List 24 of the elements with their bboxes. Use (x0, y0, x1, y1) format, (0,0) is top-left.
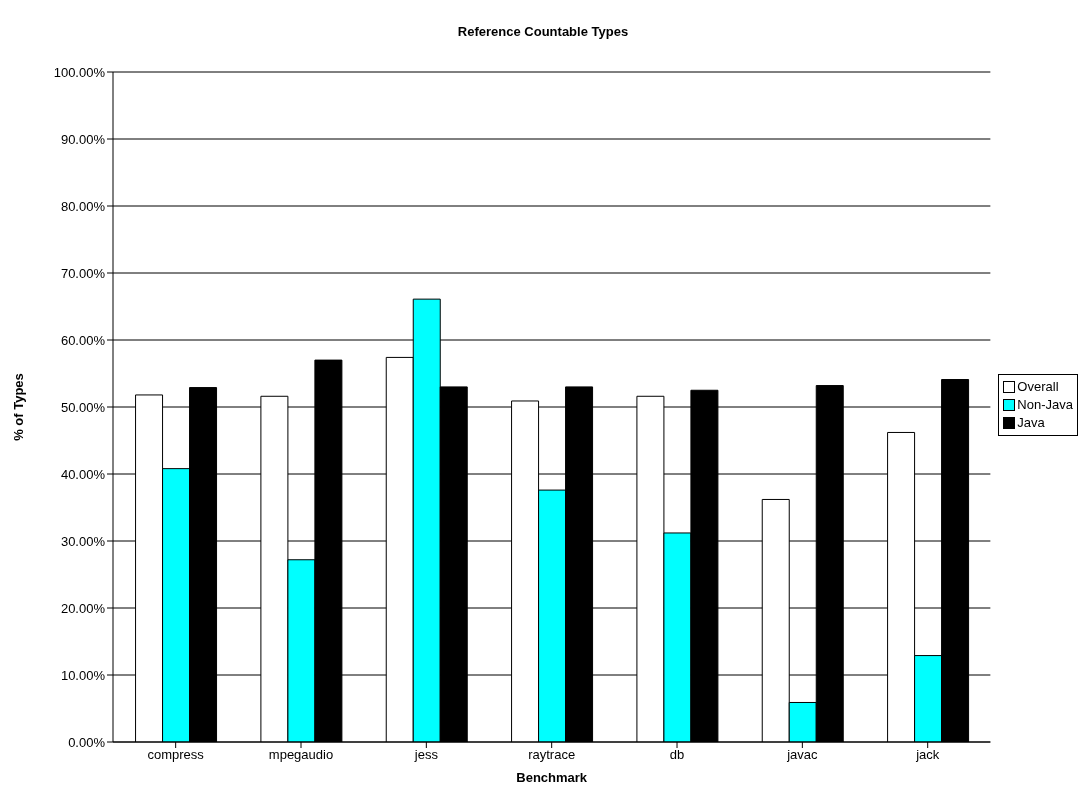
y-tick-label: 60.00% (60, 332, 106, 348)
x-tick-label: mpegaudio (268, 747, 334, 763)
y-tick-label: 70.00% (60, 265, 106, 281)
y-tick-label: 80.00% (60, 198, 106, 214)
x-tick-label: raytrace (528, 747, 576, 763)
y-tick-label: 0.00% (68, 734, 106, 750)
y-tick-label: 50.00% (60, 399, 106, 415)
y-tick-label: 30.00% (60, 533, 106, 549)
legend-label: Java (1017, 414, 1045, 432)
legend-label: Non-Java (1017, 396, 1073, 414)
y-tick-label: 40.00% (60, 466, 106, 482)
x-tick-label: javac (786, 747, 819, 763)
y-tick-label: 90.00% (60, 131, 106, 147)
chart-title: Reference Countable Types (456, 24, 630, 39)
y-tick-label: 20.00% (60, 600, 106, 616)
y-tick-label: 100.00% (53, 64, 106, 80)
x-tick-label: jess (413, 747, 439, 763)
y-axis-title: % of Types (10, 373, 26, 441)
x-tick-label: compress (147, 747, 205, 763)
x-axis-title: Benchmark (516, 770, 588, 785)
x-tick-label: db (669, 747, 685, 763)
x-tick-label: jack (915, 747, 940, 763)
legend-label: Overall (1017, 378, 1059, 396)
y-tick-label: 10.00% (60, 667, 106, 683)
